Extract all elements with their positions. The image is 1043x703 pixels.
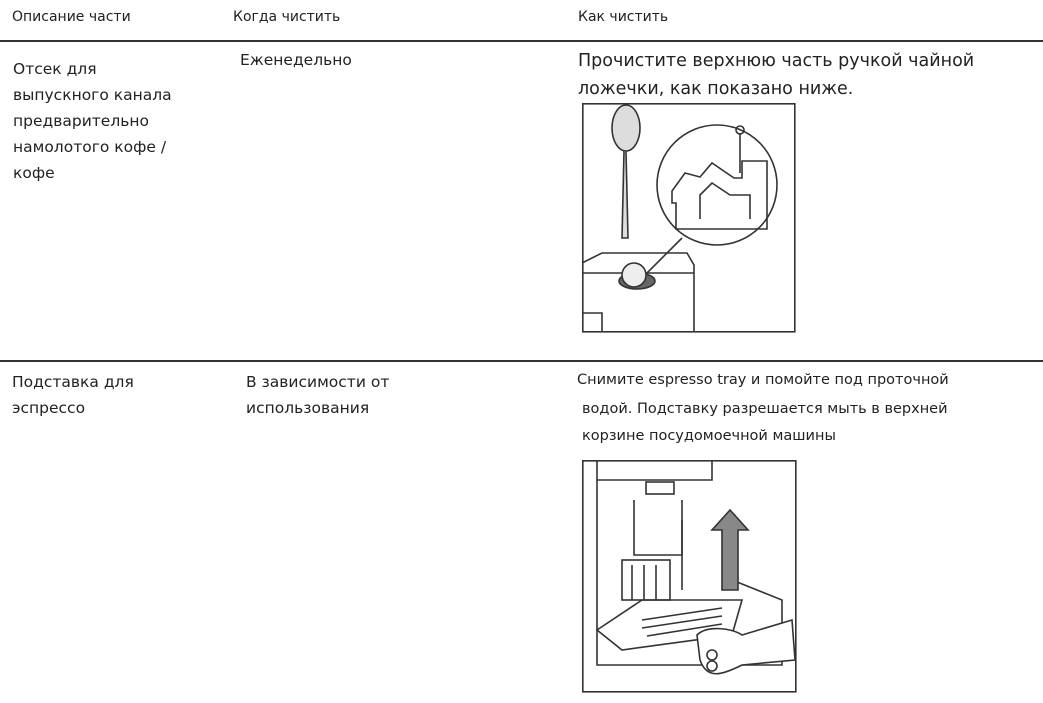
header-rule xyxy=(0,40,1043,42)
how-text: ложечки, как показано ниже. xyxy=(578,79,854,99)
when-text: использования xyxy=(246,399,370,417)
how-text: корзине посудомоечной машины xyxy=(582,428,836,444)
part-text: Отсек для xyxy=(13,60,97,78)
column-header: Описание части xyxy=(12,9,131,25)
when-text: В зависимости от xyxy=(246,373,390,391)
how-text: Прочистите верхнюю часть ручкой чайной xyxy=(578,51,975,71)
part-text: намолотого кофе / xyxy=(13,138,167,156)
column-header: Как чистить xyxy=(578,9,669,25)
row-rule xyxy=(0,360,1043,362)
how-text: Снимите espresso tray и помойте под прот… xyxy=(577,372,949,388)
tray-illustration xyxy=(582,460,797,693)
spoon-illustration xyxy=(582,103,796,333)
when-text: Еженедельно xyxy=(240,51,352,69)
part-text: предварительно xyxy=(13,112,149,130)
part-text: Подставка для xyxy=(12,373,134,391)
how-text: водой. Подставку разрешается мыть в верх… xyxy=(582,401,948,417)
part-text: эспрессо xyxy=(12,399,86,417)
part-text: выпускного канала xyxy=(13,86,172,104)
part-text: кофе xyxy=(13,164,55,182)
column-header: Когда чистить xyxy=(233,9,341,25)
